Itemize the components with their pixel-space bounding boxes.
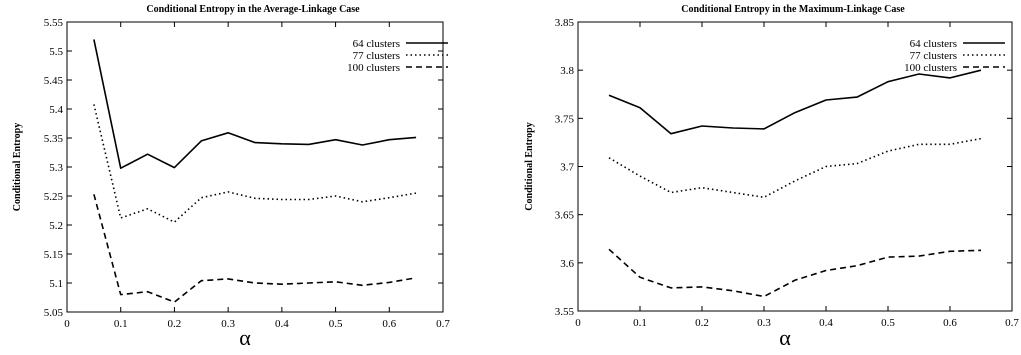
y-tick-label: 5.4 — [49, 104, 63, 116]
x-tick-label: 0 — [575, 317, 581, 329]
y-tick-label: 5.05 — [44, 307, 64, 319]
series-line — [93, 194, 417, 303]
y-tick-label: 3.8 — [560, 65, 574, 77]
y-tick-label: 3.85 — [555, 17, 575, 29]
y-tick-label: 5.15 — [44, 249, 64, 261]
x-tick-label: 0.3 — [757, 317, 771, 329]
series-line — [93, 104, 417, 223]
y-tick-label: 5.1 — [49, 278, 63, 290]
chart-title: Conditional Entropy in the Average-Linka… — [146, 4, 360, 15]
y-axis-label: Conditional Entropy — [12, 123, 23, 211]
chart-title: Conditional Entropy in the Maximum-Linka… — [681, 4, 905, 15]
x-tick-label: 0.7 — [436, 318, 450, 330]
x-tick-label: 0.6 — [943, 317, 957, 329]
legend-label: 64 clusters — [910, 38, 957, 50]
y-tick-label: 5.35 — [44, 133, 64, 145]
y-tick-label: 3.7 — [560, 162, 574, 174]
series-line — [608, 137, 982, 199]
x-tick-label: 0.1 — [633, 317, 647, 329]
x-tick-label: 0.4 — [819, 317, 833, 329]
legend-label: 100 clusters — [904, 62, 957, 74]
x-tick-label: 0.3 — [221, 318, 235, 330]
y-tick-label: 5.2 — [49, 220, 63, 232]
x-axis-label: α — [239, 325, 251, 350]
series-line — [93, 39, 417, 169]
y-tick-label: 3.55 — [555, 306, 575, 318]
x-tick-label: 0 — [64, 318, 70, 330]
series-line — [608, 69, 982, 135]
x-tick-label: 0.5 — [881, 317, 895, 329]
y-tick-label: 3.65 — [555, 210, 575, 222]
x-tick-label: 0.1 — [114, 318, 128, 330]
x-tick-label: 0.6 — [382, 318, 396, 330]
chart-2: Conditional Entropy in the Maximum-Linka… — [524, 4, 1019, 350]
y-tick-label: 5.45 — [44, 75, 64, 87]
legend-label: 100 clusters — [347, 62, 400, 74]
series-line — [608, 248, 982, 298]
legend-label: 64 clusters — [353, 38, 400, 50]
x-tick-label: 0.2 — [695, 317, 709, 329]
x-tick-label: 0.4 — [275, 318, 289, 330]
y-tick-label: 5.55 — [44, 17, 64, 29]
x-tick-label: 0.5 — [329, 318, 343, 330]
y-tick-label: 3.75 — [555, 113, 575, 125]
y-tick-label: 5.5 — [49, 46, 63, 58]
x-tick-label: 0.2 — [168, 318, 182, 330]
y-tick-label: 3.6 — [560, 258, 574, 270]
chart-1: Conditional Entropy in the Average-Linka… — [12, 4, 450, 350]
y-tick-label: 5.25 — [44, 191, 64, 203]
y-tick-label: 5.3 — [49, 162, 63, 174]
legend-label: 77 clusters — [910, 50, 957, 62]
y-axis-label: Conditional Entropy — [524, 122, 535, 210]
legend-label: 77 clusters — [353, 50, 400, 62]
x-axis-label: α — [779, 325, 791, 350]
x-tick-label: 0.7 — [1005, 317, 1019, 329]
